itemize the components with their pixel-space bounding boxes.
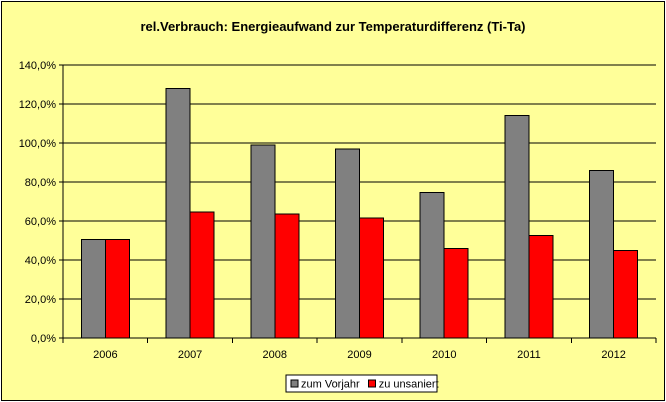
x-tick-label: 2007 bbox=[178, 349, 202, 361]
bar-zu-unsaniert-2011 bbox=[528, 235, 554, 339]
y-tick-label: 120,0% bbox=[19, 99, 57, 111]
y-tick-label: 100,0% bbox=[19, 138, 57, 150]
y-tick-label: 40,0% bbox=[25, 255, 56, 267]
bar-zum-vorjahr-2010 bbox=[419, 192, 445, 339]
legend-swatch-zu-unsaniert bbox=[368, 379, 377, 388]
bar-zum-vorjahr-2009 bbox=[335, 148, 360, 339]
x-tick-label: 2012 bbox=[601, 349, 625, 361]
bar-zu-unsaniert-2010 bbox=[443, 247, 469, 339]
bar-zu-unsaniert-2006 bbox=[104, 239, 130, 339]
legend-label-zu-unsaniert: zu unsaniert bbox=[379, 379, 439, 391]
x-tick-label: 2006 bbox=[93, 349, 117, 361]
bar-zum-vorjahr-2011 bbox=[504, 115, 530, 339]
bar-zum-vorjahr-2008 bbox=[250, 144, 276, 339]
x-tick-label: 2010 bbox=[432, 349, 456, 361]
y-tick-label: 60,0% bbox=[25, 216, 56, 228]
bar-zum-vorjahr-2007 bbox=[165, 87, 191, 339]
x-tick-label: 2008 bbox=[263, 349, 287, 361]
y-tick-label: 0,0% bbox=[31, 333, 56, 345]
bar-zu-unsaniert-2008 bbox=[274, 213, 300, 339]
x-tick-label: 2009 bbox=[347, 349, 371, 361]
legend-swatch-zum-vorjahr bbox=[290, 379, 299, 388]
legend-box bbox=[285, 374, 438, 393]
chart-title: rel.Verbrauch: Energieaufwand zur Temper… bbox=[140, 19, 525, 34]
plot-area: 0,0% 20,0% 40,0% 60,0% 80,0% 100,0% 120,0% 140,… bbox=[19, 60, 657, 361]
bar-zum-vorjahr-2006 bbox=[80, 239, 106, 339]
x-tick-label: 2011 bbox=[517, 349, 541, 361]
bar-zu-unsaniert-2012 bbox=[613, 249, 639, 339]
y-tick-label: 80,0% bbox=[25, 177, 56, 189]
bar-zu-unsaniert-2007 bbox=[189, 211, 215, 339]
y-tick-label: 20,0% bbox=[25, 294, 56, 306]
y-tick-label: 140,0% bbox=[19, 60, 57, 72]
legend: zum Vorjahr zu unsaniert bbox=[285, 374, 439, 393]
legend-label-zum-vorjahr: zum Vorjahr bbox=[301, 379, 360, 391]
bar-zu-unsaniert-2009 bbox=[359, 217, 384, 339]
bar-zum-vorjahr-2012 bbox=[589, 169, 615, 339]
